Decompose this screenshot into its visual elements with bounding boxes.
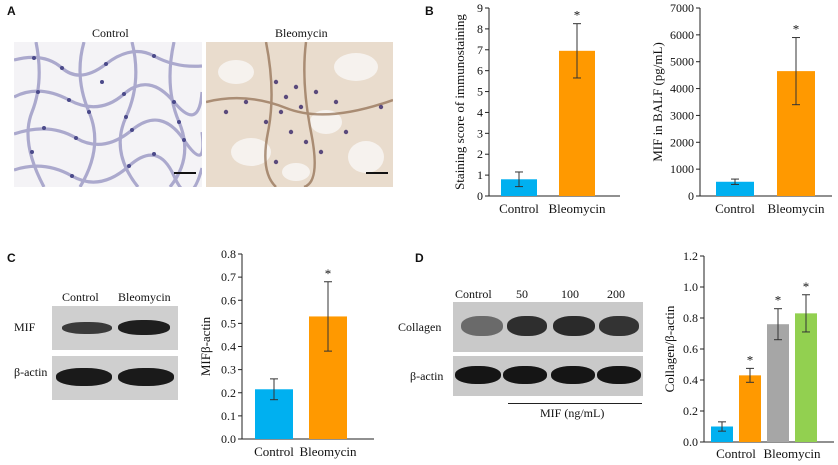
bar: [739, 375, 761, 442]
blot-c-lane-control: Control: [62, 290, 99, 304]
blot-band: [56, 368, 112, 386]
blot-c-mif-strip: [52, 306, 178, 350]
treatment-bracket: [508, 403, 642, 404]
chart-staining-score: 0 1 2 3 4 5 6 7 8 9 Staining score of immunostaini…: [452, 1, 620, 216]
y-tick-label: 1.0: [683, 280, 698, 294]
bar: [716, 181, 754, 196]
y-tick-label: 5: [477, 85, 483, 99]
y-tick-label: 1000: [670, 162, 694, 176]
x-tick-label: Bleomycin: [767, 201, 825, 216]
blot-band: [503, 366, 547, 384]
y-tick-label: 0.5: [221, 316, 236, 330]
y-tick-label: 6: [477, 64, 483, 78]
blot-band: [455, 366, 501, 384]
chart-mif-beta-actin: 0.0 0.1 0.2 0.3 0.4 0.5 0.6 0.7 0.8 MIFβ-actin Con…: [198, 247, 374, 459]
significance-marker: *: [803, 279, 810, 294]
blot-d-lane-control: Control: [455, 287, 492, 301]
bar: [711, 426, 733, 442]
micrograph-control: [14, 42, 202, 187]
y-tick-label: 0.6: [221, 293, 236, 307]
blot-band: [118, 368, 174, 386]
bar: [767, 324, 789, 442]
y-tick-label: 0.2: [683, 404, 698, 418]
significance-marker: *: [775, 293, 782, 308]
x-tick-label: Control: [499, 201, 539, 216]
blot-d-actin-strip: [453, 356, 643, 396]
chart-mif-in-balf: 0 1000 2000 3000 4000 5000 6000 7000 MIF in BALF…: [650, 1, 832, 216]
y-tick-label: 3000: [670, 108, 694, 122]
bar: [501, 179, 537, 196]
y-tick-label: 0: [477, 189, 483, 203]
significance-marker: *: [574, 8, 581, 23]
y-tick-label: 0.1: [221, 409, 236, 423]
y-tick-label: 9: [477, 1, 483, 15]
blot-c-lane-bleomycin: Bleomycin: [118, 290, 171, 304]
blot-d-lane-100: 100: [561, 287, 579, 301]
blot-c-row-mif: MIF: [14, 320, 36, 334]
chart-collagen-beta-actin: 0.0 0.2 0.4 0.6 0.8 1.0 1.2 Collagen/β-actin Con…: [662, 249, 834, 461]
y-axis-title: MIF in BALF (pg/mL): [650, 42, 665, 162]
treatment-label: MIF (ng/mL): [540, 406, 605, 420]
y-tick-label: 2: [477, 147, 483, 161]
y-tick-label: 7: [477, 43, 483, 57]
blot-d-lane-50: 50: [516, 287, 528, 301]
y-tick-label: 0.2: [221, 386, 236, 400]
blot-d-lane-200: 200: [607, 287, 625, 301]
significance-marker: *: [793, 22, 800, 37]
y-tick-label: 0.8: [221, 247, 236, 261]
blot-band: [553, 316, 595, 336]
blot-band: [597, 366, 641, 384]
y-tick-label: 0.3: [221, 363, 236, 377]
y-tick-label: 0.7: [221, 270, 236, 284]
y-tick-label: 0.0: [683, 435, 698, 449]
panel-label-d: D: [415, 251, 424, 265]
blot-d-row-collagen: Collagen: [398, 320, 442, 334]
y-tick-label: 6000: [670, 28, 694, 42]
micrograph-caption-bleomycin: Bleomycin: [275, 26, 328, 40]
panel-label-a: A: [7, 4, 16, 18]
y-axis-title: Staining score of immunostaining: [452, 14, 467, 190]
blot-d-row-beta-actin: β-actin: [410, 369, 444, 383]
blot-band: [551, 366, 595, 384]
x-tick-label: Bleomycin: [299, 444, 357, 459]
blot-c-actin-strip: [52, 356, 178, 400]
blot-band: [118, 320, 170, 335]
y-axis-title: MIFβ-actin: [198, 316, 213, 376]
y-tick-label: 1: [477, 168, 483, 182]
y-tick-label: 0.4: [683, 373, 698, 387]
y-tick-label: 4: [477, 105, 483, 119]
x-tick-label: Control: [716, 446, 756, 461]
y-tick-label: 0.6: [683, 342, 698, 356]
blot-band: [461, 316, 503, 336]
y-tick-label: 0: [688, 189, 694, 203]
micrograph-caption-control: Control: [92, 26, 129, 40]
y-tick-label: 0.8: [683, 311, 698, 325]
y-tick-label: 5000: [670, 55, 694, 69]
y-tick-label: 3: [477, 126, 483, 140]
significance-marker: *: [325, 266, 332, 281]
y-tick-label: 0.0: [221, 432, 236, 446]
x-tick-label: Bleomycin: [763, 446, 821, 461]
blot-c-row-beta-actin: β-actin: [14, 365, 48, 379]
x-tick-label: Control: [715, 201, 755, 216]
micrograph-bleomycin: [206, 42, 393, 187]
y-tick-label: 0.4: [221, 340, 236, 354]
y-tick-label: 8: [477, 22, 483, 36]
y-axis-title: Collagen/β-actin: [662, 305, 677, 392]
x-tick-label: Control: [254, 444, 294, 459]
blot-d-collagen-strip: [453, 302, 643, 352]
y-tick-label: 2000: [670, 135, 694, 149]
panel-label-b: B: [425, 4, 434, 18]
blot-band: [507, 316, 547, 336]
x-tick-label: Bleomycin: [548, 201, 606, 216]
y-tick-label: 7000: [670, 1, 694, 15]
y-tick-label: 1.2: [683, 249, 698, 263]
blot-band: [62, 322, 112, 334]
bar: [795, 313, 817, 442]
y-tick-label: 4000: [670, 82, 694, 96]
blot-band: [599, 316, 639, 336]
panel-label-c: C: [7, 251, 16, 265]
significance-marker: *: [747, 352, 754, 367]
